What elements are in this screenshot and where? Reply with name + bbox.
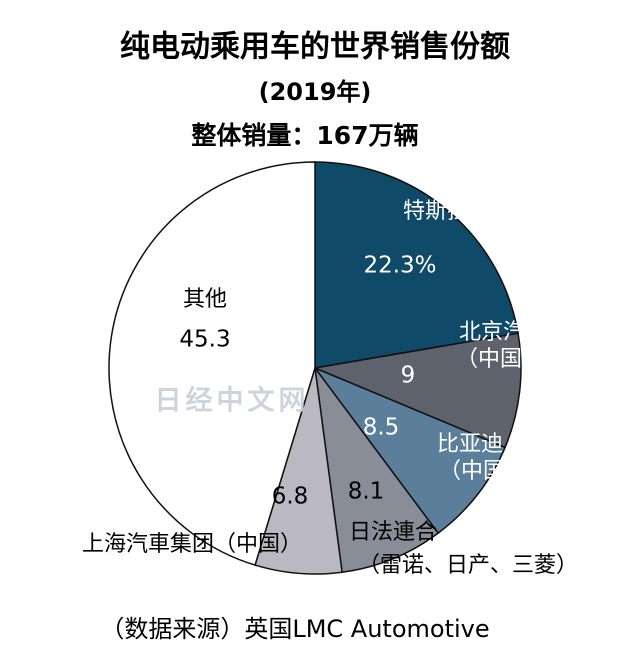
- slice-label: （雷诺、日产、三菱）: [358, 553, 578, 578]
- pie-slice: [312, 332, 522, 449]
- value-label: 9: [401, 363, 416, 389]
- value-label: 8.1: [348, 479, 385, 505]
- pie-slice: [108, 161, 316, 567]
- source-note: （数据来源）英国LMC Automotive: [100, 615, 489, 643]
- chart-subtitle: (2019年): [259, 78, 372, 106]
- slice-label: 比亚迪: [437, 432, 503, 457]
- slice-label: 北京汽車集团: [459, 320, 591, 345]
- value-label: 6.8: [272, 484, 309, 510]
- slice-label: 上海汽車集团（中国）: [82, 532, 302, 557]
- value-label: 22.3%: [363, 253, 436, 279]
- slice-label: 特斯拉（美国）: [403, 199, 557, 224]
- pie-slice: [312, 366, 507, 535]
- chart-title: 纯电动乘用车的世界销售份额: [120, 30, 510, 65]
- slice-label: 其他: [183, 287, 227, 312]
- pie-slice: [313, 365, 440, 574]
- slice-label: （中国）: [456, 347, 544, 372]
- slice-label: （中国、ＢＹＤ）: [439, 459, 615, 484]
- watermark: 日经中文网: [155, 385, 310, 417]
- total-label: 整体销量：167万辆: [191, 121, 418, 150]
- pie: [108, 161, 522, 575]
- pie-slice: [314, 161, 519, 369]
- value-label: 8.5: [363, 415, 400, 441]
- value-label: 45.3: [179, 327, 230, 353]
- slice-label: 日法連合: [349, 520, 437, 545]
